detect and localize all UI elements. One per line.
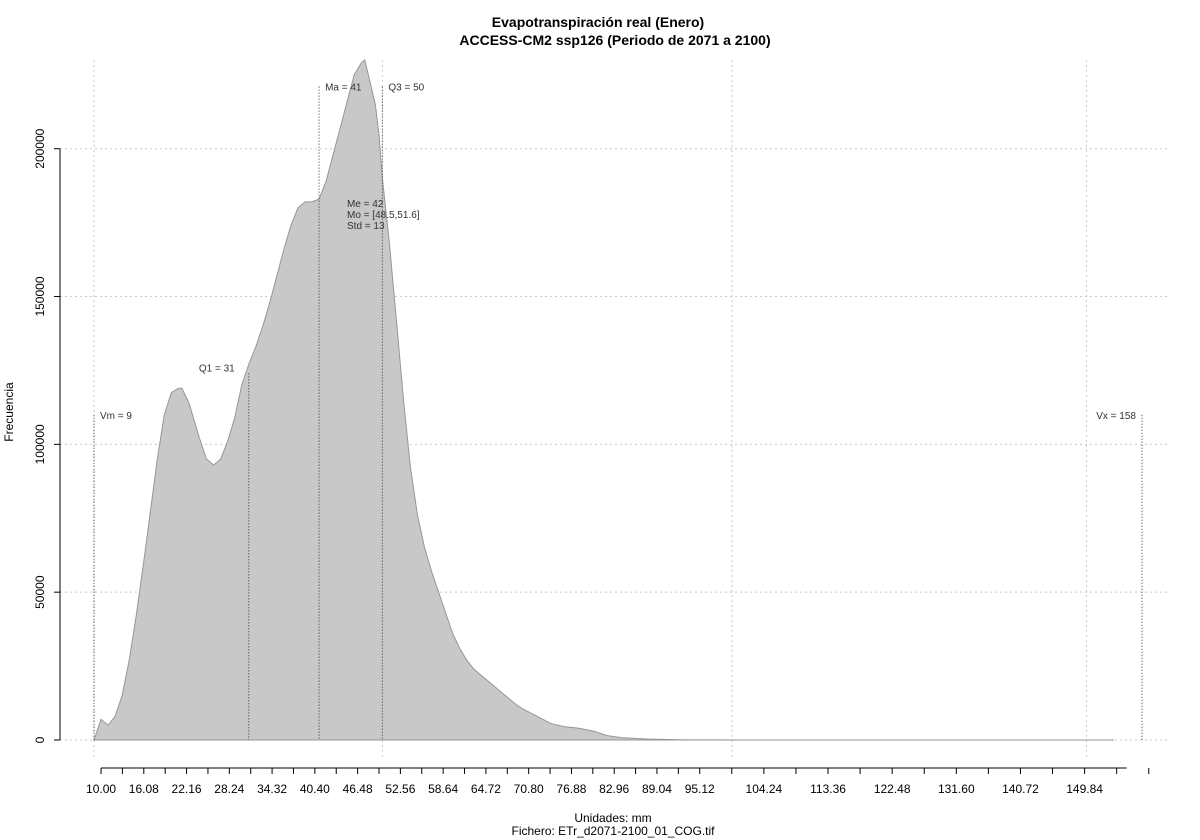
x-tick-label-4: 34.32 [257, 782, 287, 796]
x-tick-label-11: 76.88 [556, 782, 586, 796]
x-tick-label-12: 82.96 [599, 782, 629, 796]
x-tick-label-19: 140.72 [1002, 782, 1039, 796]
x-tick-label-7: 52.56 [385, 782, 415, 796]
stat-median: Me = 42 [347, 199, 384, 210]
chart-subtitle: ACCESS-CM2 ssp126 (Periodo de 2071 a 210… [459, 32, 770, 48]
y-axis-label: Frecuencia [2, 382, 16, 442]
x-tick-label-13: 89.04 [642, 782, 672, 796]
x-tick-label-14: 95.12 [685, 782, 715, 796]
axes: 0 50000 100000 150000 200000 10.00 16.08 22.16 2… [33, 128, 1150, 796]
x-tick-label-2: 22.16 [172, 782, 202, 796]
stat-mode: Mo = [48.5,51.6] [347, 210, 420, 221]
x-tick-label-9: 64.72 [471, 782, 501, 796]
stat-label-1: Q1 = 31 [199, 363, 235, 374]
y-tick-label-4: 200000 [33, 128, 47, 168]
stat-markers: Vm = 9 Q1 = 31 Ma = 41 Q3 = 50 Vx = 158 [93, 83, 1143, 740]
stat-label-4: Vx = 158 [1096, 411, 1136, 422]
x-tick-label-0: 10.00 [86, 782, 116, 796]
stat-label-2: Ma = 41 [325, 83, 362, 94]
y-tick-label-0: 0 [33, 736, 47, 743]
x-tick-label-10: 70.80 [514, 782, 544, 796]
x-tick-label-18: 131.60 [938, 782, 975, 796]
x-tick-label-3: 28.24 [214, 782, 244, 796]
x-tick-label-5: 40.40 [300, 782, 330, 796]
x-tick-label-20: 149.84 [1066, 782, 1103, 796]
density-area [93, 59, 1114, 741]
x-tick-label-8: 58.64 [428, 782, 458, 796]
file-caption: Fichero: ETr_d2071-2100_01_COG.tif [512, 824, 716, 838]
x-axis-label: Unidades: mm [574, 811, 651, 825]
stat-std: Std = 13 [347, 221, 385, 232]
stat-label-3: Q3 = 50 [388, 83, 424, 94]
x-tick-label-15: 104.24 [746, 782, 783, 796]
x-tick-label-6: 46.48 [343, 782, 373, 796]
x-tick-label-16: 113.36 [810, 782, 846, 796]
y-tick-label-1: 50000 [33, 575, 47, 609]
chart-title: Evapotranspiración real (Enero) [492, 14, 704, 30]
plot-area [93, 59, 1114, 741]
stat-label-0: Vm = 9 [100, 411, 132, 422]
x-tick-label-1: 16.08 [129, 782, 159, 796]
y-tick-label-2: 100000 [33, 424, 47, 464]
y-tick-label-3: 150000 [33, 276, 47, 316]
x-tick-label-17: 122.48 [874, 782, 911, 796]
